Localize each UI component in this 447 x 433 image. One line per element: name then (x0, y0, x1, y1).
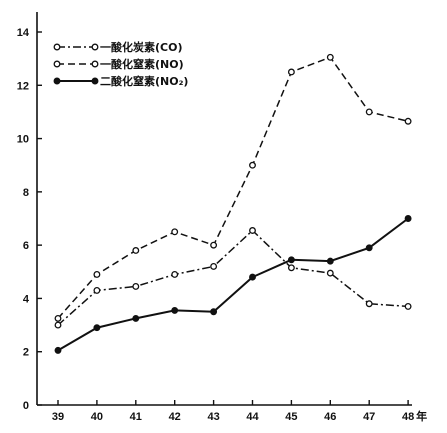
x-tick-label: 43 (207, 411, 219, 423)
series-1 (54, 227, 412, 329)
legend-label: 二酸化窒素(NO₂) (100, 74, 188, 88)
series-line (57, 229, 409, 326)
data-point (132, 314, 140, 322)
data-point (326, 53, 334, 61)
x-axis-ticks: 39 40 41 42 43 44 45 46 47 48 年 (52, 400, 427, 423)
data-point (171, 228, 179, 236)
data-point (249, 227, 256, 234)
y-tick-label: 10 (17, 134, 29, 146)
data-point (54, 346, 62, 354)
data-point (171, 271, 179, 278)
data-point (365, 300, 373, 308)
x-tick-label: 47 (363, 411, 375, 423)
x-tick-label: 46 (324, 411, 336, 423)
data-point (54, 321, 62, 329)
data-point (210, 263, 218, 270)
data-point (287, 264, 295, 272)
y-tick-label: 8 (23, 187, 29, 199)
data-point (210, 241, 218, 249)
y-axis-ticks: 0 2 4 6 8 10 12 14 (17, 27, 42, 412)
data-point (210, 308, 218, 316)
series-group (54, 53, 412, 354)
x-tick-label: 48 (402, 411, 414, 423)
data-point (326, 257, 334, 265)
data-point (93, 286, 101, 294)
data-point (404, 117, 412, 125)
data-point (404, 302, 412, 310)
legend-entry: 一酸化炭素(CO) (53, 40, 182, 54)
y-tick-label: 14 (17, 27, 30, 39)
x-axis-unit-label: 年 (416, 409, 427, 423)
y-tick-label: 4 (23, 293, 30, 305)
x-tick-label: 42 (169, 411, 181, 423)
data-point (132, 247, 140, 254)
data-point (93, 324, 101, 332)
y-tick-label: 12 (17, 80, 29, 92)
legend-marker (91, 77, 99, 85)
series-2 (54, 53, 412, 322)
x-tick-label: 45 (285, 411, 297, 423)
data-point (132, 282, 140, 290)
y-tick-label: 0 (23, 400, 29, 412)
y-tick-label: 2 (23, 347, 29, 359)
x-tick-label: 41 (130, 411, 142, 423)
data-point (365, 244, 373, 252)
x-tick-label: 40 (91, 411, 103, 423)
legend-marker (91, 43, 99, 51)
legend-marker (91, 60, 99, 68)
legend: 一酸化炭素(CO) 一酸化窒素(NO) 二酸化窒素(NO₂) (53, 40, 188, 88)
data-point (249, 273, 256, 281)
legend-label: 一酸化炭素(CO) (100, 40, 182, 54)
data-point (326, 269, 334, 277)
data-point (365, 108, 373, 116)
data-point (54, 314, 62, 322)
legend-entry: 二酸化窒素(NO₂) (53, 74, 188, 88)
data-point (287, 68, 295, 76)
y-tick-label: 6 (23, 240, 29, 252)
data-point (171, 306, 179, 314)
legend-label: 一酸化窒素(NO) (100, 57, 184, 71)
series-3 (54, 215, 412, 354)
x-tick-label: 44 (246, 411, 259, 423)
series-line (57, 217, 409, 352)
series-line (57, 56, 409, 319)
data-point (404, 215, 412, 222)
legend-marker (53, 60, 61, 68)
axes (36, 12, 412, 406)
x-tick-label: 39 (52, 411, 64, 423)
legend-marker (53, 43, 61, 51)
data-point (287, 256, 295, 264)
legend-marker (53, 77, 61, 85)
data-point (249, 161, 256, 169)
data-point (93, 271, 101, 278)
legend-entry: 一酸化窒素(NO) (53, 57, 184, 71)
